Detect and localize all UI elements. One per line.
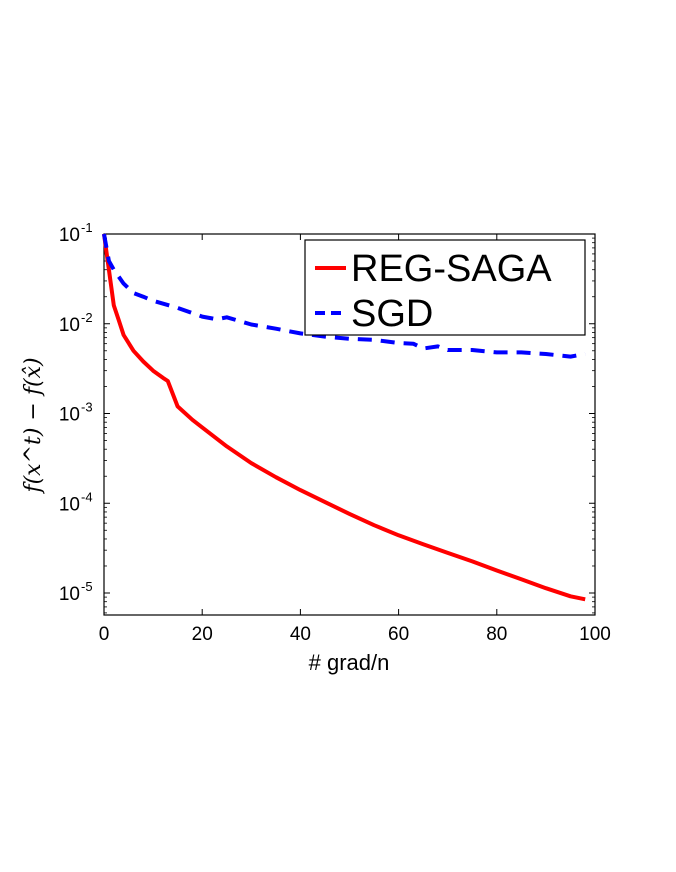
x-tick-label: 0: [99, 624, 110, 645]
y-tick-label-exponent: -1: [81, 220, 93, 235]
series-line-reg-saga: [102, 233, 586, 602]
y-tick-label-base: 10: [59, 584, 80, 605]
y-tick-label-exponent: -4: [81, 489, 93, 504]
y-tick-label: 10 -2: [59, 310, 93, 336]
y-tick-label-base: 10: [59, 405, 80, 426]
x-tick-label: 40: [290, 624, 311, 645]
y-tick-label-exponent: -3: [81, 400, 93, 415]
y-tick-label: 10 -3: [59, 400, 93, 426]
legend-label-sgd: SGD: [351, 293, 433, 335]
y-axis-label: f(x^t) − f(x̂): [21, 357, 46, 494]
x-tick-label: 80: [486, 624, 507, 645]
x-tick-label: 60: [388, 624, 409, 645]
legend: REG-SAGA SGD: [304, 239, 586, 336]
x-axis-label: # grad/n: [309, 650, 390, 675]
y-tick-label-base: 10: [59, 225, 80, 246]
y-tick-label-exponent: -5: [81, 579, 93, 594]
legend-box: [304, 239, 586, 336]
y-tick-label: 10 -5: [59, 579, 93, 605]
x-tick-label: 20: [192, 624, 213, 645]
y-tick-label-exponent: -2: [81, 310, 93, 325]
x-tick-label: 100: [579, 624, 611, 645]
legend-label-reg-saga: REG-SAGA: [351, 248, 552, 290]
y-tick-label-base: 10: [59, 494, 80, 515]
y-tick-label: 10 -4: [59, 489, 93, 515]
y-tick-label-base: 10: [59, 315, 80, 336]
y-tick-label: 10 -1: [59, 220, 93, 246]
